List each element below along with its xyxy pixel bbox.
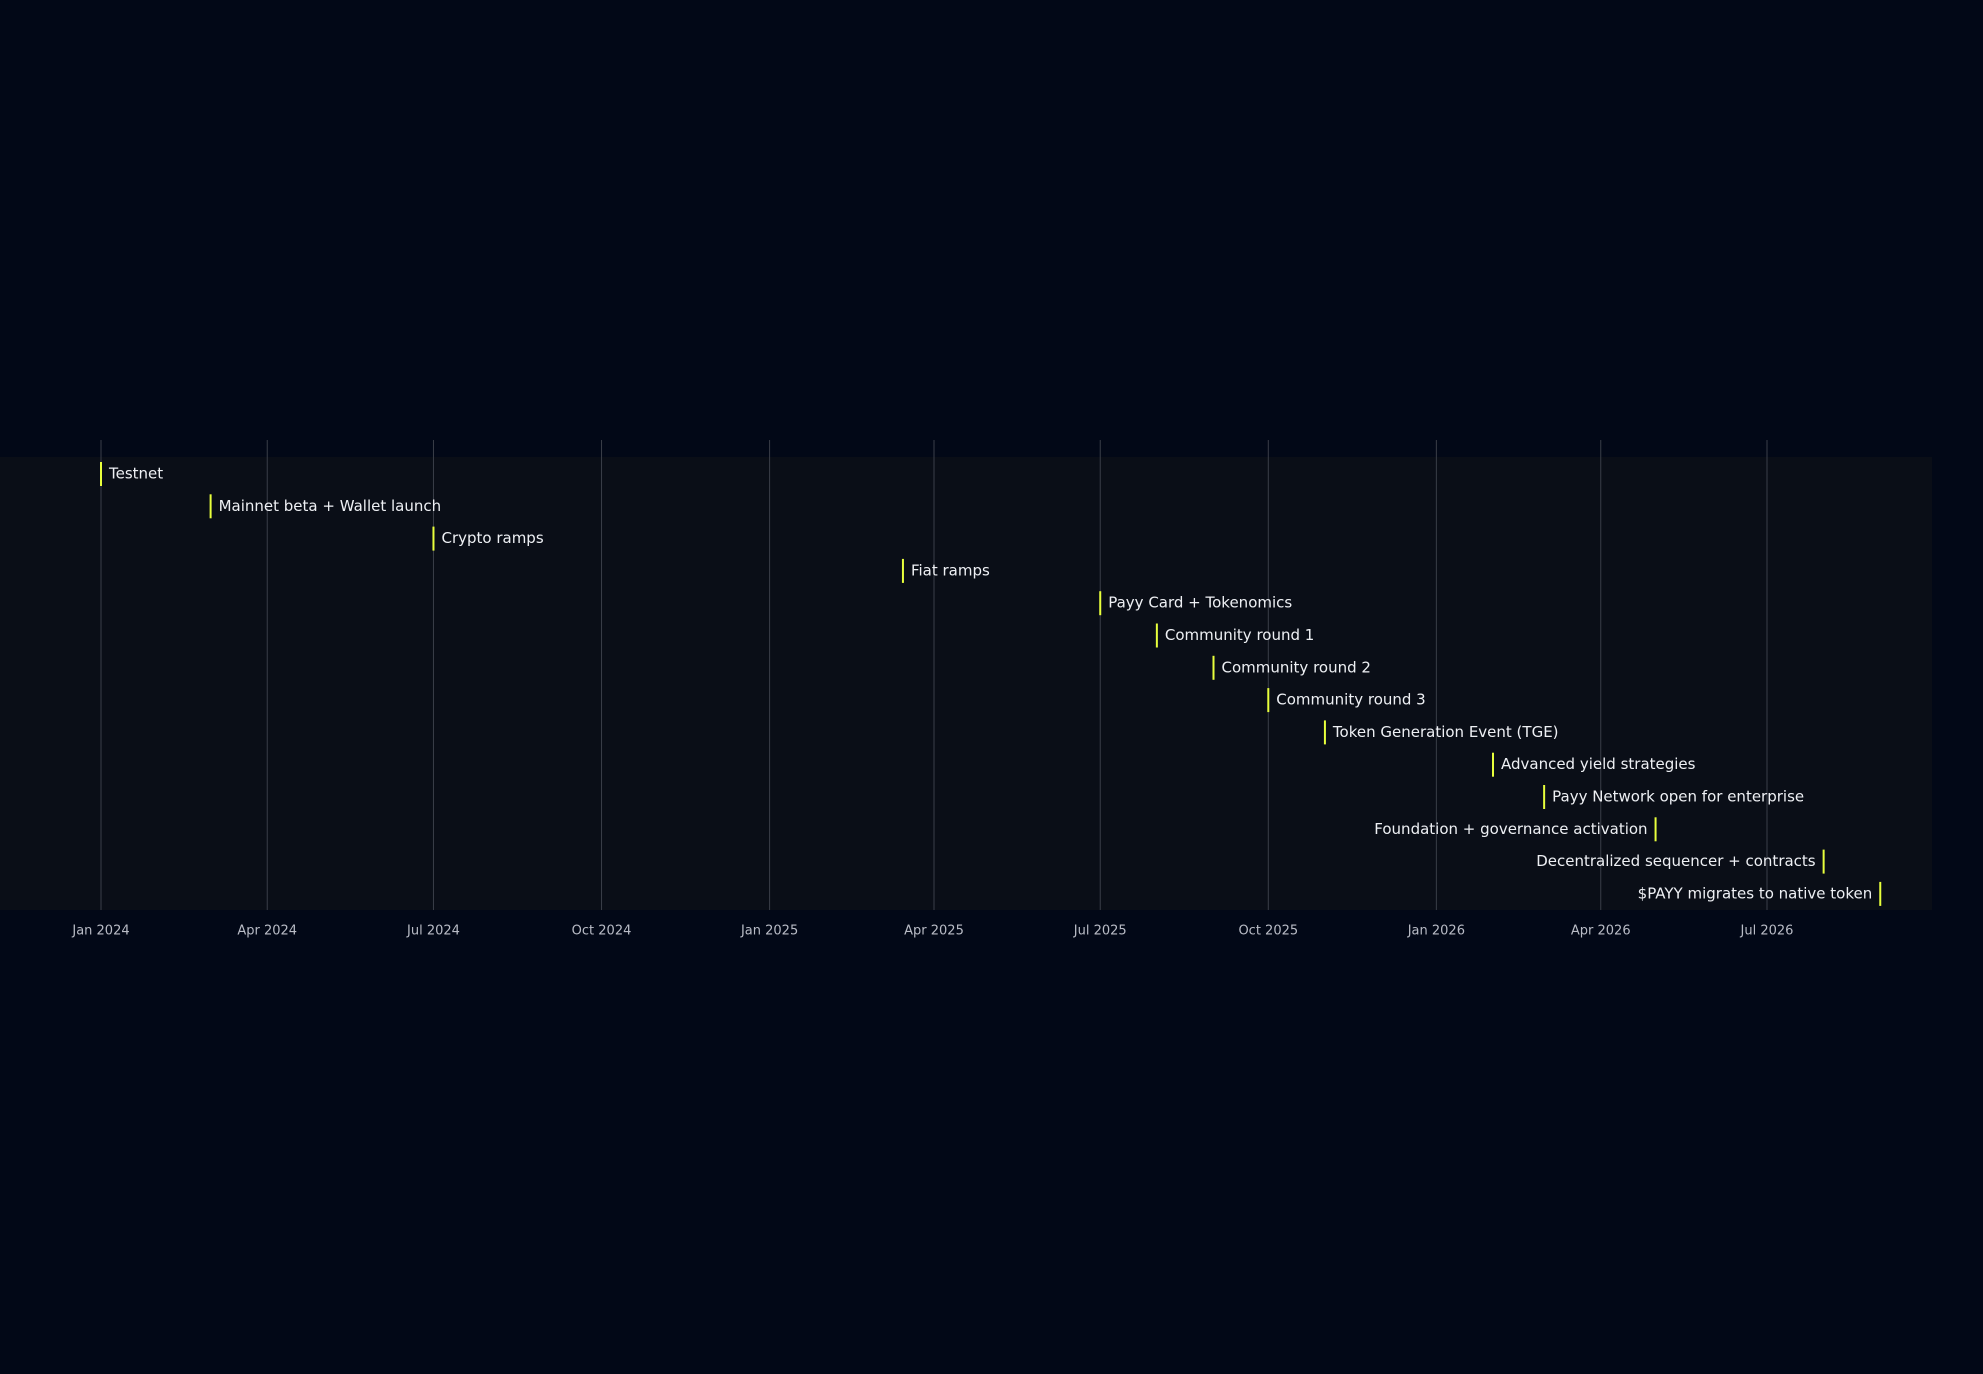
- milestone-label: Community round 2: [1221, 658, 1370, 676]
- milestone-label: Payy Network open for enterprise: [1552, 788, 1804, 806]
- x-tick-label: Apr 2025: [904, 924, 964, 939]
- milestone-label: Community round 3: [1276, 691, 1425, 709]
- x-tick-label: Jul 2025: [1073, 924, 1127, 939]
- milestone: Mainnet beta + Wallet launch: [209, 494, 442, 519]
- milestone: Foundation + governance activation: [1374, 817, 1657, 842]
- x-tick-label: Jul 2024: [406, 924, 460, 939]
- milestone: Payy Card + Tokenomics: [1099, 591, 1292, 616]
- milestone: Decentralized sequencer + contracts: [1536, 849, 1825, 874]
- milestone: Crypto ramps: [432, 526, 544, 551]
- x-tick-label: Oct 2024: [572, 924, 632, 939]
- milestone: Community round 2: [1212, 655, 1371, 680]
- plot-area: [0, 457, 1932, 910]
- milestone-label: $PAYY migrates to native token: [1638, 884, 1873, 902]
- x-tick-label: Jan 2026: [1407, 924, 1465, 939]
- milestone-label: Payy Card + Tokenomics: [1108, 594, 1292, 612]
- milestone: Community round 3: [1267, 688, 1426, 713]
- milestone-label: Decentralized sequencer + contracts: [1536, 852, 1816, 870]
- milestone-label: Crypto ramps: [441, 529, 543, 547]
- milestone-label: Token Generation Event (TGE): [1332, 723, 1559, 741]
- milestone-label: Fiat ramps: [911, 561, 990, 579]
- milestone-label: Testnet: [108, 465, 163, 483]
- x-tick-label: Apr 2024: [237, 924, 297, 939]
- x-axis-ticks: Jan 2024 Apr 2024 Jul 2024 Oct 2024 Jan 2025…: [71, 924, 1793, 939]
- milestone-label: Foundation + governance activation: [1374, 820, 1647, 838]
- milestone-label: Advanced yield strategies: [1501, 755, 1696, 773]
- x-tick-label: Jan 2024: [71, 924, 129, 939]
- x-tick-label: Jul 2026: [1740, 924, 1794, 939]
- milestone-label: Community round 1: [1165, 626, 1314, 644]
- milestone: Token Generation Event (TGE): [1323, 720, 1559, 745]
- milestone: $PAYY migrates to native token: [1638, 881, 1882, 906]
- x-tick-label: Oct 2025: [1238, 924, 1298, 939]
- milestone: Fiat ramps: [901, 558, 990, 583]
- milestone: Community round 1: [1155, 623, 1314, 648]
- milestone-label: Mainnet beta + Wallet launch: [219, 497, 442, 515]
- milestone: Testnet: [100, 462, 163, 486]
- x-tick-label: Apr 2026: [1571, 924, 1631, 939]
- milestones: Testnet Mainnet beta + Wallet launch Crypt…: [100, 462, 1882, 906]
- milestone: Payy Network open for enterprise: [1543, 785, 1804, 809]
- x-tick-label: Jan 2025: [740, 924, 798, 939]
- milestone: Advanced yield strategies: [1491, 752, 1696, 777]
- gridlines: [100, 440, 1768, 910]
